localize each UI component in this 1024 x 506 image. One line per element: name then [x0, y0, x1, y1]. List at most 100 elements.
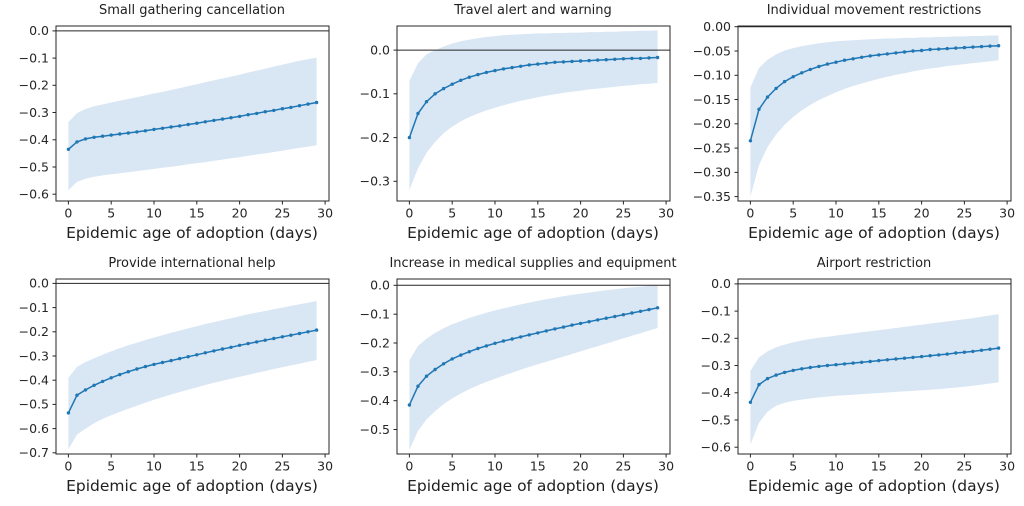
data-point-marker: [169, 358, 173, 363]
chart-title: Airport restriction: [816, 256, 932, 271]
data-point-marker: [851, 361, 855, 365]
x-tick-label: 15: [189, 206, 205, 221]
y-tick-label: −0.6: [701, 440, 731, 455]
y-tick-label: −0.6: [19, 187, 49, 202]
data-point-marker: [971, 45, 975, 49]
data-point-marker: [544, 61, 548, 65]
data-point-marker: [169, 125, 173, 129]
data-point-marker: [519, 335, 523, 339]
x-tick-label: 5: [448, 206, 456, 221]
data-point-marker: [919, 48, 924, 53]
data-point-marker: [996, 346, 1001, 350]
data-point-marker: [765, 95, 770, 99]
data-point-marker: [126, 131, 130, 135]
data-point-marker: [553, 327, 557, 331]
data-point-marker: [280, 335, 285, 339]
data-point-marker: [962, 350, 967, 354]
chart-canvas: 0.0 −0.1 −0.2 −0.3 −0.4 −0.5 −0.6 −0.7 0 5 10 15 20 2…: [19, 276, 333, 474]
data-point-marker: [885, 52, 889, 56]
chart-title: Small gathering cancellation: [99, 3, 285, 18]
y-tick-label: −0.5: [701, 412, 731, 427]
data-point-marker: [255, 111, 259, 116]
data-point-marker: [519, 64, 523, 68]
data-point-marker: [825, 363, 830, 368]
data-point-marker: [186, 355, 190, 359]
data-point-marker: [416, 384, 420, 388]
x-tick-label: 20: [232, 459, 248, 474]
data-point-marker: [782, 370, 787, 375]
chart-title: Travel alert and warning: [454, 3, 612, 18]
x-tick-label: 20: [914, 459, 930, 474]
x-tick-label: 0: [405, 459, 413, 474]
data-point-marker: [877, 53, 881, 57]
data-point-marker: [544, 329, 548, 333]
data-point-marker: [75, 140, 79, 144]
data-point-marker: [220, 117, 225, 121]
data-point-marker: [655, 306, 660, 310]
data-point-marker: [979, 44, 984, 49]
data-point-marker: [212, 118, 216, 123]
y-tick-label: −0.4: [360, 393, 390, 408]
data-point-marker: [757, 107, 761, 112]
data-point-marker: [441, 86, 446, 91]
data-point-marker: [536, 331, 540, 335]
data-point-marker: [229, 345, 233, 349]
y-tick-label: −0.5: [19, 159, 49, 174]
data-point-marker: [638, 56, 643, 61]
data-point-marker: [433, 92, 437, 96]
x-tick-label: 20: [232, 206, 248, 221]
x-tick-label: 15: [871, 206, 887, 221]
data-point-marker: [825, 62, 830, 66]
chart-title: Individual movement restrictions: [766, 3, 982, 18]
data-point-marker: [800, 367, 804, 371]
chart-canvas: 0.0 −0.1 −0.2 −0.3 0 5 10 15 20 25 30: [360, 25, 674, 221]
y-tick-label: −0.15: [693, 92, 731, 107]
y-tick-label: −0.3: [19, 105, 49, 120]
data-point-marker: [655, 55, 660, 60]
subplot-small-gathering-cancellation: Small gathering cancellation 0.0 −0.1 −0.2…: [0, 0, 341, 253]
data-point-marker: [578, 59, 583, 63]
y-tick-label: 0.00: [703, 22, 731, 34]
x-tick-label: 25: [956, 459, 972, 474]
y-tick-label: 0.0: [370, 278, 390, 293]
x-axis-label: Epidemic age of adoption (days): [748, 477, 1000, 495]
data-point-marker: [476, 72, 480, 77]
data-point-marker: [501, 67, 506, 71]
x-tick-label: 15: [530, 459, 546, 474]
data-point-marker: [757, 382, 761, 387]
data-point-marker: [510, 337, 514, 341]
x-axis-label: Epidemic age of adoption (days): [748, 224, 1000, 242]
data-point-marker: [178, 356, 182, 361]
data-point-marker: [928, 47, 932, 52]
data-point-marker: [493, 68, 497, 73]
data-point-marker: [306, 330, 310, 334]
x-tick-label: 5: [789, 459, 797, 474]
data-point-marker: [450, 357, 454, 361]
x-tick-label: 25: [274, 206, 290, 221]
data-point-marker: [203, 351, 207, 355]
x-tick-label: 15: [189, 459, 205, 474]
subplot-increase-in-medical-supplies: Increase in medical supplies and equipme…: [341, 253, 682, 506]
data-point-marker: [484, 344, 489, 348]
x-tick-label: 0: [746, 206, 754, 221]
y-tick-label: −0.1: [19, 300, 49, 315]
data-point-marker: [596, 318, 600, 322]
x-tick-label: 25: [274, 459, 290, 474]
y-tick-label: −0.4: [19, 132, 49, 147]
data-point-marker: [416, 111, 420, 116]
data-point-marker: [109, 376, 113, 380]
data-point-marker: [83, 137, 88, 141]
x-tick-label: 10: [828, 206, 844, 221]
y-tick-label: −0.1: [701, 303, 731, 318]
data-point-marker: [621, 313, 626, 317]
data-point-marker: [860, 55, 864, 59]
data-point-marker: [561, 325, 566, 329]
data-point-marker: [911, 49, 915, 53]
y-tick-label: −0.5: [19, 397, 49, 412]
data-point-marker: [135, 130, 139, 134]
data-point-marker: [314, 100, 319, 105]
y-tick-label: −0.6: [19, 421, 49, 436]
x-tick-label: 5: [789, 206, 797, 221]
data-point-marker: [246, 341, 250, 346]
confidence-band: [409, 285, 658, 450]
